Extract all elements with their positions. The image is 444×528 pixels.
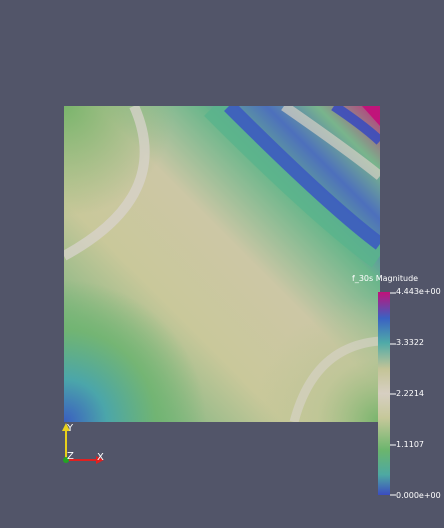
- colorbar-tick-label: 1.1107: [396, 440, 424, 449]
- colorbar-tick-label: 4.443e+00: [396, 287, 441, 296]
- y-axis-label: Y: [67, 423, 74, 434]
- colorbar-title: f_30s Magnitude: [352, 274, 419, 283]
- colorbar-tick-label: 3.3322: [396, 338, 424, 347]
- z-axis-label: Z: [67, 451, 74, 462]
- colorbar-tick-label: 0.000e+00: [396, 491, 441, 500]
- orientation-axes-icon: [62, 423, 104, 464]
- colorbar-tick-label: 2.2214: [396, 389, 424, 398]
- scalar-field-plot: [64, 106, 380, 422]
- colorbar-ticks: [390, 292, 396, 496]
- x-axis-label: X: [97, 452, 104, 463]
- colorbar: [378, 292, 390, 495]
